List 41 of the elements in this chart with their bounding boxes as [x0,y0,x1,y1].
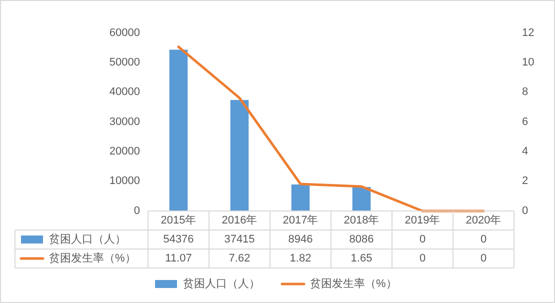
legend-label: 贫困人口（人） [49,232,126,246]
y-tick-label: 30000 [109,116,140,128]
y-tick-label: 10000 [109,175,140,188]
x-tick-label: 2018年 [344,214,380,226]
data-label: 8946 [288,233,313,246]
y2-tick-label: 8 [522,86,528,98]
x-tick-label: 2019年 [404,214,440,226]
data-label: 0 [419,252,426,264]
line-series [177,46,485,212]
text: 贫困发生率（%） [310,278,397,290]
text: 贫困人口（人） [183,278,260,290]
bar [169,50,188,211]
data-label: 11.07 [165,252,192,264]
legend-label: 贫困发生率（%） [49,251,136,264]
y-tick-label: 0 [134,204,140,217]
y2-tick-label: 10 [522,56,534,69]
y2-tick-label: 0 [522,204,528,217]
y2-tick-label: 2 [522,175,528,188]
x-tick-label: 2016年 [222,214,258,226]
y-tick-label: 50000 [109,56,140,69]
x-tick-label: 2017年 [282,214,318,226]
y-tick-label: 20000 [109,146,140,158]
data-label: 7.62 [228,252,250,264]
x-tick-label: 2020年 [466,214,502,226]
x-tick-label: 2015年 [160,214,196,226]
data-label: 54376 [163,233,194,246]
data-label: 1.82 [290,252,312,264]
y2-tick-label: 4 [522,146,528,158]
data-label: 37415 [224,233,255,246]
data-label: 0 [480,233,487,246]
y2-tick-label: 12 [522,26,534,39]
bar [352,187,371,211]
data-label: 0 [480,252,487,264]
data-label: 0 [419,233,426,246]
bar [291,184,310,211]
y-tick-label: 40000 [109,86,140,98]
data-label: 1.65 [350,252,372,264]
y-tick-label: 60000 [109,26,140,39]
data-label: 8086 [349,233,374,246]
bar [230,100,249,211]
y2-tick-label: 6 [522,116,528,128]
